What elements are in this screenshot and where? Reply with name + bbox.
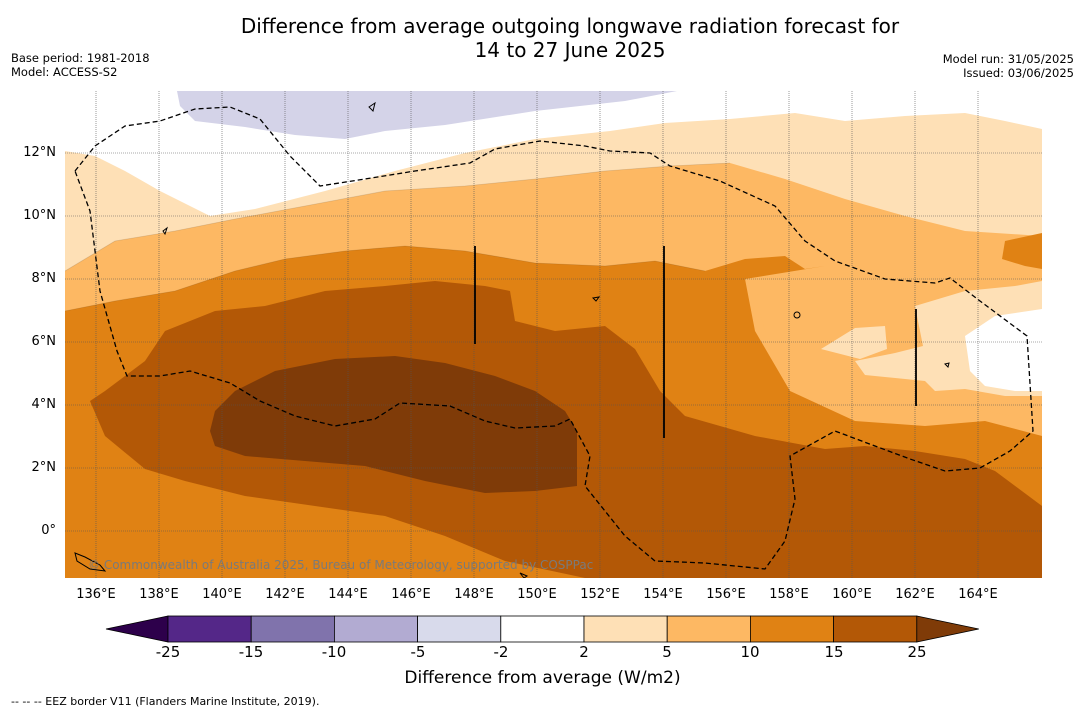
lon-label-164e: 164°E [958,587,998,602]
lat-label-4n: 4°N [31,397,57,412]
lon-label-156e: 156°E [706,587,746,602]
olr-anomaly-map [65,91,1042,578]
band-gt-25 [210,356,577,493]
meta-right: Model run: 31/05/2025 Issued: 03/06/2025 [943,52,1074,80]
lon-label-148e: 148°E [454,587,494,602]
colorbar-segment [250,615,335,643]
colorbar-segment [750,615,835,643]
lon-label-150e: 150°E [517,587,557,602]
band-minus2-to-2-east [965,309,1042,391]
cbar-tick-6: 5 [662,643,672,661]
lon-label-160e: 160°E [832,587,872,602]
model-run-text: Model run: 31/05/2025 [942,52,1074,66]
colorbar-segment [583,615,668,643]
lon-label-136e: 136°E [76,587,116,602]
colorbar [105,615,979,643]
eez-border [74,106,1034,570]
colorbar-under-arrow [105,615,169,643]
cbar-tick-4: -2 [493,643,509,661]
cbar-tick-2: -10 [321,643,347,661]
model-text: Model: ACCESS-S2 [11,65,118,79]
cbar-tick-3: -5 [410,643,426,661]
cbar-tick-9: 25 [907,643,927,661]
meta-left: Base period: 1981-2018 Model: ACCESS-S2 [11,51,150,79]
colorbar-segment [417,615,502,643]
lon-label-152e: 152°E [580,587,620,602]
band-minus5-to-minus2 [177,91,677,139]
lon-label-142e: 142°E [265,587,305,602]
eez-footnote: -- -- -- EEZ border V11 (Flanders Marine… [11,695,320,708]
cbar-tick-1: -15 [238,643,264,661]
map-title: Difference from average outgoing longwav… [0,14,1085,62]
lon-label-144e: 144°E [328,587,368,602]
colorbar-segment [833,615,918,643]
lon-label-138e: 138°E [139,587,179,602]
gridlines [65,91,1042,578]
base-period-text: Base period: 1981-2018 [11,51,150,65]
lat-label-12n: 12°N [23,145,56,160]
issued-text: Issued: 03/06/2025 [963,66,1074,80]
lat-label-0: 0° [41,523,56,538]
copyright-text: © Commonwealth of Australia 2025, Bureau… [88,558,594,572]
map-title-line2: 14 to 27 June 2025 [474,38,666,62]
cbar-tick-7: 10 [740,643,760,661]
band-2-to-5-east-small [821,326,887,359]
lon-label-162e: 162°E [895,587,935,602]
lon-label-146e: 146°E [391,587,431,602]
lon-label-140e: 140°E [202,587,242,602]
colorbar-segment [666,615,751,643]
lat-label-8n: 8°N [31,271,57,286]
forecast-markers [474,246,917,438]
lat-label-6n: 6°N [31,334,57,349]
colorbar-over-arrow [916,615,979,643]
colorbar-label: Difference from average (W/m2) [404,668,681,688]
lat-label-2n: 2°N [31,460,57,475]
lon-label-158e: 158°E [769,587,809,602]
band-10-to-15-east [1002,233,1042,269]
colorbar-segment [167,615,252,643]
colorbar-segment [500,615,585,643]
cbar-tick-0: -25 [155,643,181,661]
cbar-tick-5: 2 [579,643,589,661]
colorbar-segment [333,615,418,643]
lat-label-10n: 10°N [23,208,56,223]
islands [74,101,950,578]
cbar-tick-8: 15 [824,643,844,661]
map-title-line1: Difference from average outgoing longwav… [240,14,900,38]
lon-label-154e: 154°E [643,587,683,602]
